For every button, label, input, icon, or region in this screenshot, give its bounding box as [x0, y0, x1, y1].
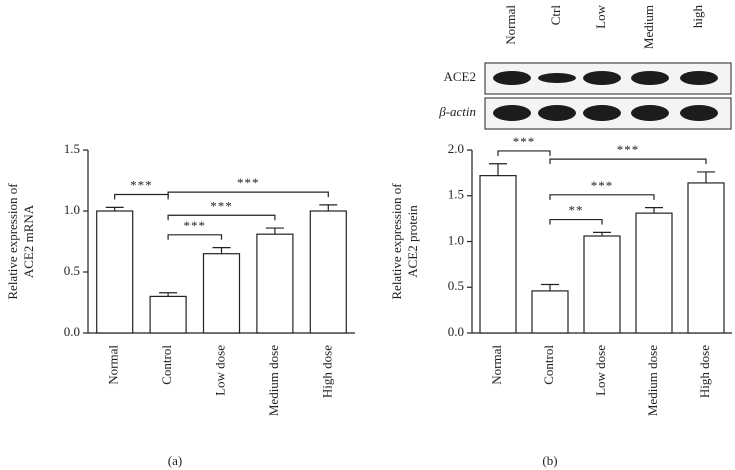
x-tick-label: Medium dose: [645, 345, 660, 416]
significance-label: ***: [513, 134, 536, 149]
x-tick-label: Control: [541, 345, 556, 385]
significance-label: ***: [237, 175, 260, 190]
significance-label: ***: [184, 218, 207, 233]
y-tick-label: 0.0: [448, 324, 464, 339]
significance-label: ***: [130, 178, 153, 193]
y-tick-label: 1.0: [448, 232, 464, 247]
y-tick-label: 0.5: [64, 263, 80, 278]
significance-bracket: [167, 214, 276, 221]
lane-label: Low: [593, 4, 608, 28]
y-tick-label: 1.0: [64, 202, 80, 217]
bar: [687, 182, 725, 334]
bar: [531, 290, 569, 334]
significance-label: **: [569, 203, 584, 218]
significance-bracket: [549, 158, 707, 165]
x-tick-label: Control: [159, 345, 174, 385]
y-tick-label: 0.0: [64, 324, 80, 339]
bar: [479, 175, 517, 334]
blot-band: [493, 105, 531, 121]
row-label: ACE2: [444, 69, 477, 84]
y-tick-label: 1.5: [448, 187, 464, 202]
blot-band: [631, 105, 669, 121]
significance-bracket: [549, 218, 603, 225]
blot-band: [631, 71, 669, 85]
significance-bracket: [549, 194, 655, 200]
lane-label: high: [690, 5, 705, 29]
lane-label: Ctrl: [548, 5, 563, 26]
significance-label: ***: [210, 198, 233, 213]
x-tick-label: Medium dose: [266, 345, 281, 416]
y-tick-label: 2.0: [448, 141, 464, 156]
y-axis-label: Relative expression of: [389, 183, 404, 300]
x-tick-label: Normal: [489, 345, 504, 385]
blot-band: [493, 71, 531, 85]
x-tick-label: Normal: [106, 345, 121, 385]
bar: [583, 235, 621, 334]
row-label: β-actin: [438, 104, 476, 119]
x-tick-label: High dose: [319, 345, 334, 398]
significance-label: ***: [591, 178, 614, 193]
bar: [309, 210, 347, 334]
significance-bracket: [167, 234, 223, 240]
panel-caption: (a): [168, 453, 182, 468]
bar: [202, 253, 241, 334]
significance-bracket: [167, 191, 329, 198]
significance-bracket: [114, 193, 169, 200]
blot-band: [538, 105, 576, 121]
bar: [149, 295, 187, 334]
significance-bracket: [497, 150, 551, 156]
bar: [256, 233, 294, 334]
y-tick-label: 0.5: [448, 278, 464, 293]
lane-label: Medium: [641, 5, 656, 49]
blot-band: [680, 105, 718, 121]
significance-label: ***: [617, 142, 640, 157]
lane-label: Normal: [503, 5, 518, 45]
panel-caption: (b): [542, 453, 557, 468]
bar: [635, 212, 673, 334]
y-axis-label: ACE2 protein: [405, 205, 420, 278]
y-tick-label: 1.5: [64, 141, 80, 156]
bar: [96, 210, 134, 334]
y-axis-label: ACE2 mRNA: [21, 204, 36, 278]
x-tick-label: Low dose: [593, 345, 608, 396]
blot-band: [583, 105, 621, 121]
blot-band: [538, 73, 576, 83]
blot-band: [680, 71, 718, 85]
x-tick-label: Low dose: [212, 345, 227, 396]
y-axis-label: Relative expression of: [5, 183, 20, 300]
x-tick-label: High dose: [697, 345, 712, 398]
blot-band: [583, 71, 621, 85]
